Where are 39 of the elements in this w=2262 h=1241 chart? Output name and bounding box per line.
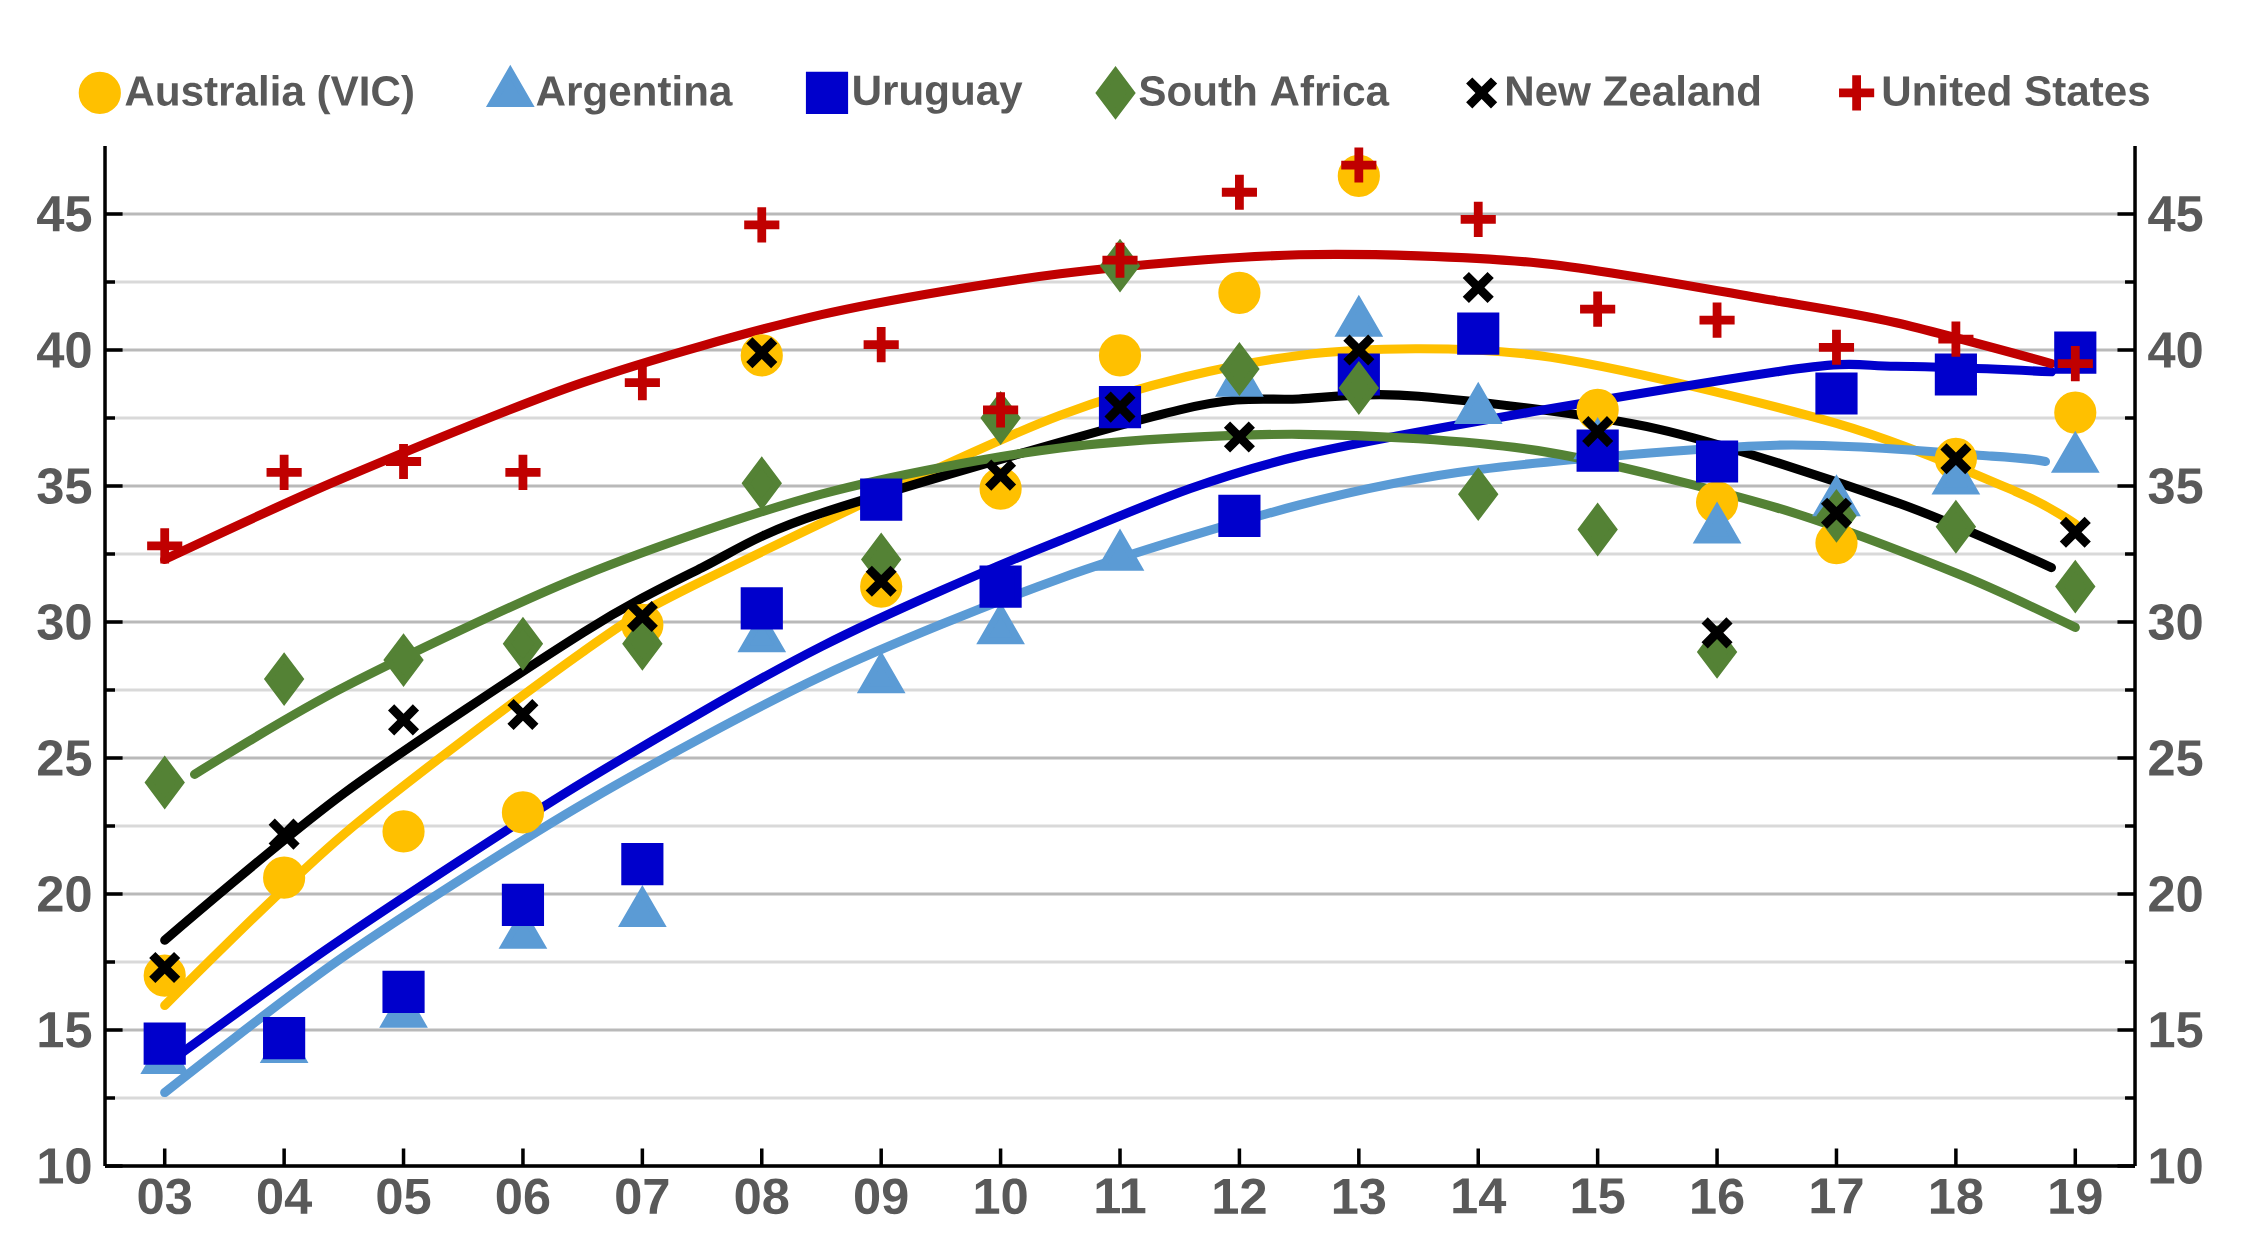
legend-label: New Zealand bbox=[1507, 75, 1760, 106]
y-tick-label: 20 bbox=[38, 876, 91, 912]
y-tick-label: 40 bbox=[37, 332, 91, 368]
legend-label: United States bbox=[1883, 75, 2149, 106]
y-tick-label: 25 bbox=[38, 740, 92, 776]
x-tick-label: 16 bbox=[1692, 1178, 1744, 1215]
y2-tick-label: 45 bbox=[2148, 196, 2203, 232]
x-tick-label: 08 bbox=[735, 1178, 789, 1215]
x-tick-label: 03 bbox=[138, 1178, 191, 1215]
y2-tick-label: 40 bbox=[2148, 332, 2202, 368]
y2-tick-label: 10 bbox=[2150, 1148, 2202, 1184]
x-tick-label: 19 bbox=[2050, 1178, 2102, 1215]
legend-label: South Africa bbox=[1139, 75, 1390, 106]
legend-label: Australia (VIC) bbox=[125, 75, 413, 115]
x-tick-label: 12 bbox=[1214, 1178, 1266, 1214]
y2-tick-label: 15 bbox=[2150, 1012, 2203, 1048]
legend-label: Uruguay bbox=[854, 75, 1023, 114]
x-tick-label: 05 bbox=[377, 1178, 431, 1215]
y-tick-label: 45 bbox=[37, 196, 92, 232]
y2-tick-label: 25 bbox=[2149, 740, 2203, 776]
y-tick-label: 15 bbox=[39, 1012, 92, 1048]
x-tick-label: 17 bbox=[1811, 1178, 1863, 1214]
x-tick-label: 14 bbox=[1453, 1178, 1507, 1214]
x-tick-label: 07 bbox=[616, 1178, 669, 1215]
y2-tick-label: 30 bbox=[2148, 604, 2202, 640]
y-tick-label: 35 bbox=[37, 468, 92, 504]
x-tick-label: 04 bbox=[257, 1178, 313, 1215]
x-tick-label: 09 bbox=[855, 1178, 908, 1215]
y-tick-label: 30 bbox=[37, 604, 91, 640]
x-tick-label: 11 bbox=[1096, 1178, 1146, 1214]
y2-tick-label: 35 bbox=[2148, 468, 2203, 504]
x-tick-label: 06 bbox=[496, 1178, 550, 1215]
x-tick-label: 13 bbox=[1333, 1178, 1386, 1215]
x-tick-label: 10 bbox=[975, 1178, 1027, 1215]
x-tick-label: 15 bbox=[1572, 1178, 1625, 1214]
y2-tick-label: 20 bbox=[2149, 876, 2202, 912]
legend-label: Argentina bbox=[536, 75, 733, 115]
y-tick-label: 10 bbox=[39, 1148, 91, 1184]
x-tick-label: 18 bbox=[1930, 1178, 1983, 1215]
